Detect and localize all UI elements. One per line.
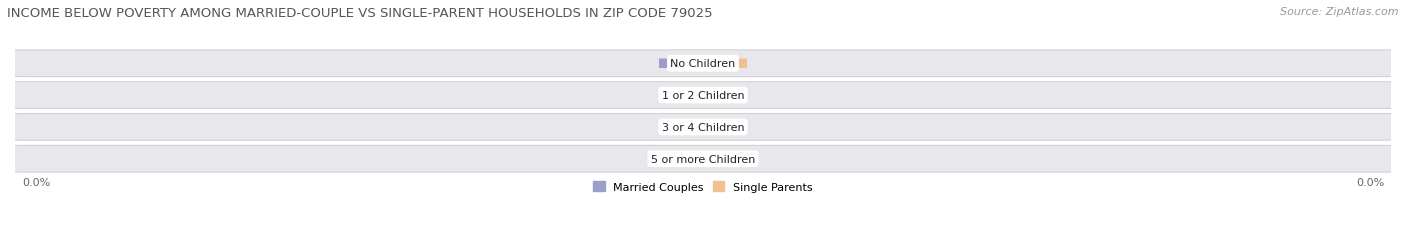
FancyBboxPatch shape (699, 59, 747, 69)
FancyBboxPatch shape (699, 154, 747, 164)
Text: 0.0%: 0.0% (709, 122, 737, 132)
Text: No Children: No Children (671, 59, 735, 69)
FancyBboxPatch shape (659, 154, 707, 164)
Text: INCOME BELOW POVERTY AMONG MARRIED-COUPLE VS SINGLE-PARENT HOUSEHOLDS IN ZIP COD: INCOME BELOW POVERTY AMONG MARRIED-COUPL… (7, 7, 713, 20)
Text: 0.0%: 0.0% (709, 91, 737, 101)
Text: 1 or 2 Children: 1 or 2 Children (662, 91, 744, 101)
FancyBboxPatch shape (1, 51, 1405, 77)
FancyBboxPatch shape (659, 91, 707, 100)
Text: 3 or 4 Children: 3 or 4 Children (662, 122, 744, 132)
FancyBboxPatch shape (699, 91, 747, 100)
Text: 0.0%: 0.0% (709, 59, 737, 69)
Text: 0.0%: 0.0% (669, 122, 697, 132)
Text: 0.0%: 0.0% (669, 154, 697, 164)
FancyBboxPatch shape (699, 123, 747, 132)
FancyBboxPatch shape (659, 123, 707, 132)
Text: 0.0%: 0.0% (1355, 177, 1384, 187)
Text: 0.0%: 0.0% (669, 59, 697, 69)
Legend: Married Couples, Single Parents: Married Couples, Single Parents (589, 177, 817, 196)
FancyBboxPatch shape (1, 114, 1405, 141)
Text: 0.0%: 0.0% (709, 154, 737, 164)
FancyBboxPatch shape (1, 82, 1405, 109)
Text: Source: ZipAtlas.com: Source: ZipAtlas.com (1281, 7, 1399, 17)
FancyBboxPatch shape (659, 59, 707, 69)
Text: 0.0%: 0.0% (669, 91, 697, 101)
Text: 5 or more Children: 5 or more Children (651, 154, 755, 164)
FancyBboxPatch shape (1, 146, 1405, 172)
Text: 0.0%: 0.0% (22, 177, 51, 187)
